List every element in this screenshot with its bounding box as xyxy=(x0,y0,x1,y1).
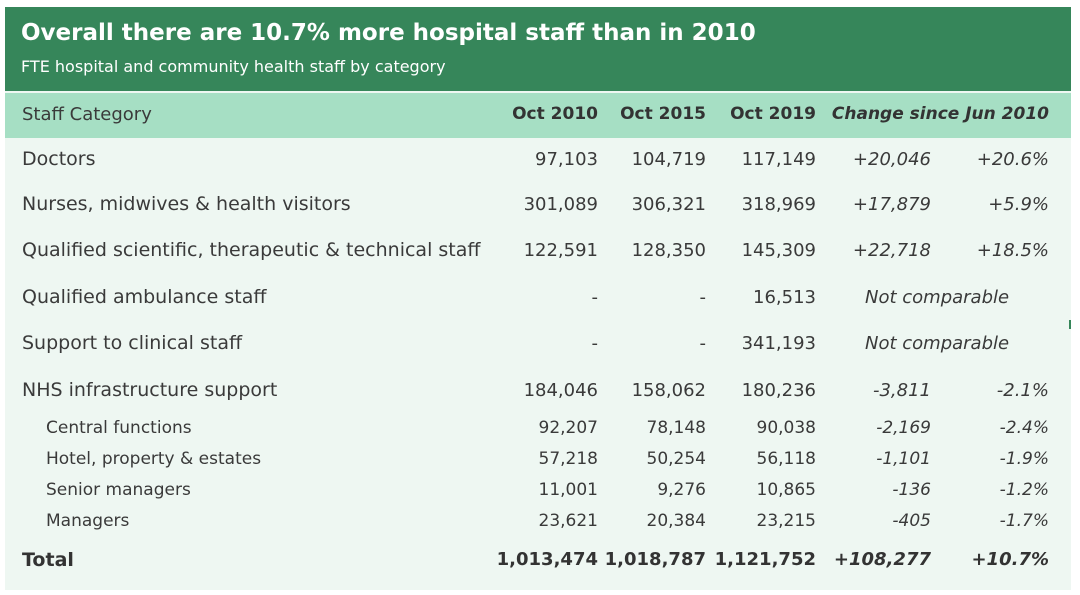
cell-oct-2019: 117,149 xyxy=(741,149,816,170)
cell-oct-2015: - xyxy=(699,333,707,354)
row-label: Support to clinical staff xyxy=(22,332,243,354)
total-oct-2015: 1,018,787 xyxy=(604,549,706,570)
cell-change-absolute: -2,169 xyxy=(876,418,931,438)
cell-change-absolute: -405 xyxy=(892,511,931,531)
table-header-banner: Overall there are 10.7% more hospital st… xyxy=(5,7,1071,91)
cell-oct-2015: 20,384 xyxy=(646,511,706,531)
cell-oct-2015: 9,276 xyxy=(657,480,706,500)
cell-oct-2019: 16,513 xyxy=(753,287,816,308)
edge-mark xyxy=(1069,320,1071,329)
cell-oct-2010: - xyxy=(591,333,599,354)
total-change-absolute: +108,277 xyxy=(833,549,931,570)
cell-oct-2010: - xyxy=(591,287,599,308)
change-note: Not comparable xyxy=(865,287,1010,308)
cell-oct-2015: 78,148 xyxy=(646,418,706,438)
cell-oct-2010: 11,001 xyxy=(538,480,598,500)
table-subtitle: FTE hospital and community health staff … xyxy=(21,57,446,76)
column-header-oct-2019: Oct 2019 xyxy=(730,104,816,124)
cell-change-percent: -1.2% xyxy=(999,480,1049,500)
cell-oct-2010: 92,207 xyxy=(538,418,598,438)
total-change-percent: +10.7% xyxy=(971,549,1049,570)
cell-oct-2019: 145,309 xyxy=(741,240,816,261)
cell-change-percent: -2.1% xyxy=(996,380,1049,401)
cell-oct-2010: 301,089 xyxy=(523,194,598,215)
cell-oct-2010: 184,046 xyxy=(523,380,598,401)
cell-change-absolute: -3,811 xyxy=(872,380,931,401)
cell-change-absolute: +17,879 xyxy=(852,194,931,215)
subrow-label: Central functions xyxy=(46,418,192,438)
cell-change-percent: -1.7% xyxy=(999,511,1049,531)
cell-change-percent: +20.6% xyxy=(976,149,1049,170)
total-label: Total xyxy=(22,549,74,571)
column-header-category: Staff Category xyxy=(22,104,152,125)
cell-oct-2010: 57,218 xyxy=(538,449,598,469)
cell-oct-2019: 23,215 xyxy=(756,511,816,531)
cell-oct-2015: 158,062 xyxy=(631,380,706,401)
cell-oct-2015: 104,719 xyxy=(631,149,706,170)
cell-change-absolute: -136 xyxy=(892,480,931,500)
change-note: Not comparable xyxy=(865,333,1010,354)
row-label: Nurses, midwives & health visitors xyxy=(22,193,351,215)
row-label: Doctors xyxy=(22,148,96,170)
total-oct-2019: 1,121,752 xyxy=(714,549,816,570)
cell-oct-2010: 97,103 xyxy=(535,149,598,170)
cell-change-percent: -2.4% xyxy=(999,418,1049,438)
row-label: Qualified scientific, therapeutic & tech… xyxy=(22,239,481,261)
cell-change-percent: -1.9% xyxy=(999,449,1049,469)
cell-oct-2015: 50,254 xyxy=(646,449,706,469)
cell-oct-2019: 56,118 xyxy=(756,449,816,469)
cell-change-percent: +18.5% xyxy=(976,240,1049,261)
subrow-label: Senior managers xyxy=(46,480,191,500)
row-label: NHS infrastructure support xyxy=(22,379,278,401)
cell-oct-2019: 10,865 xyxy=(756,480,816,500)
cell-oct-2019: 90,038 xyxy=(756,418,816,438)
column-header-change: Change since Jun 2010 xyxy=(831,104,1049,124)
cell-oct-2010: 23,621 xyxy=(538,511,598,531)
cell-change-absolute: +22,718 xyxy=(852,240,931,261)
cell-oct-2015: - xyxy=(699,287,707,308)
table-title: Overall there are 10.7% more hospital st… xyxy=(21,20,756,46)
column-header-oct-2015: Oct 2015 xyxy=(620,104,706,124)
cell-oct-2010: 122,591 xyxy=(523,240,598,261)
column-header-oct-2010: Oct 2010 xyxy=(512,104,598,124)
cell-oct-2019: 318,969 xyxy=(741,194,816,215)
cell-oct-2015: 128,350 xyxy=(631,240,706,261)
staff-table-card: Overall there are 10.7% more hospital st… xyxy=(5,7,1071,590)
subrow-label: Hotel, property & estates xyxy=(46,449,262,469)
total-oct-2010: 1,013,474 xyxy=(496,549,598,570)
cell-oct-2015: 306,321 xyxy=(631,194,706,215)
cell-change-absolute: -1,101 xyxy=(876,449,931,469)
column-header-row xyxy=(5,93,1071,138)
cell-oct-2019: 180,236 xyxy=(741,380,816,401)
cell-change-absolute: +20,046 xyxy=(852,149,931,170)
cell-oct-2019: 341,193 xyxy=(741,333,816,354)
row-label: Qualified ambulance staff xyxy=(22,286,267,308)
cell-change-percent: +5.9% xyxy=(988,194,1049,215)
subrow-label: Managers xyxy=(46,511,130,531)
